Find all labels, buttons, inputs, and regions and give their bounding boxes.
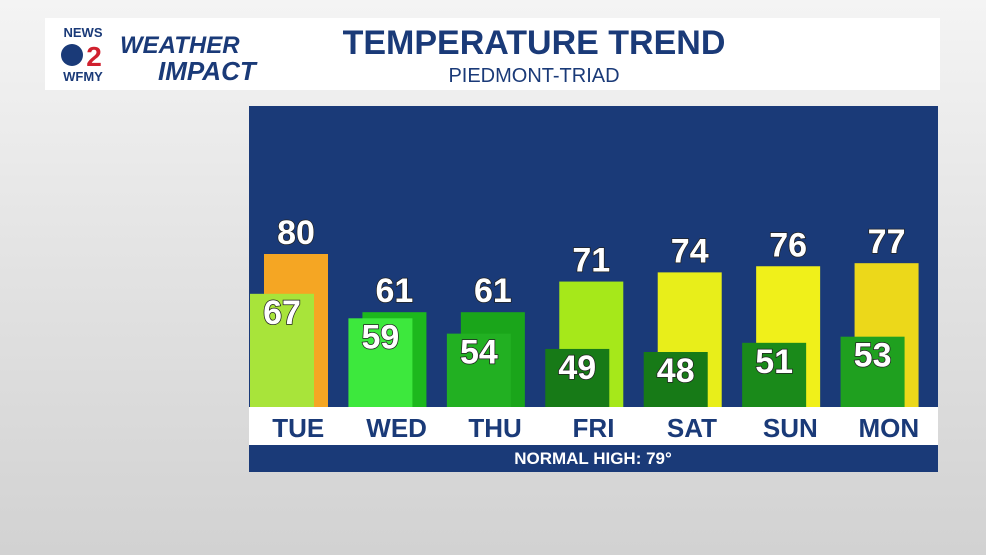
low-bar (840, 336, 905, 407)
x-tick-label: WED (366, 413, 427, 443)
x-tick-label: SAT (667, 413, 717, 443)
x-tick-label: TUE (272, 413, 324, 443)
normal-high: NORMAL HIGH: 79° (514, 449, 672, 468)
low-bar (250, 293, 314, 407)
chart-title: TEMPERATURE TREND (343, 24, 726, 62)
high-label: 74 (671, 232, 709, 270)
logo-news: NEWS (64, 25, 103, 40)
high-label: 61 (474, 272, 512, 310)
low-bar (348, 318, 413, 407)
high-label: 61 (376, 272, 414, 310)
x-tick-label: SUN (763, 413, 818, 443)
x-tick-label: THU (468, 413, 521, 443)
high-label: 77 (868, 223, 906, 261)
logo-impact: IMPACT (158, 56, 258, 86)
logo-station: WFMY (63, 69, 103, 84)
x-tick-label: FRI (573, 413, 615, 443)
low-bar (643, 352, 708, 407)
low-label: 51 (755, 343, 793, 381)
low-label: 49 (558, 349, 596, 387)
x-tick-label: MON (858, 413, 919, 443)
low-label: 67 (263, 294, 301, 332)
high-label: 76 (769, 226, 807, 264)
high-label: 80 (277, 214, 315, 252)
high-label: 71 (572, 242, 610, 280)
logo-weather: WEATHER (120, 32, 240, 59)
header-bar (45, 18, 940, 90)
logo-number: 2 (86, 41, 102, 72)
low-bar (545, 348, 610, 407)
low-label: 59 (362, 318, 400, 356)
low-bar (742, 342, 807, 407)
low-label: 54 (460, 334, 498, 372)
low-label: 53 (854, 337, 892, 375)
day-strip (249, 407, 938, 445)
low-label: 48 (657, 352, 695, 390)
chart-subtitle: PIEDMONT-TRIAD (448, 65, 619, 87)
low-bar (446, 333, 511, 407)
logo-eye (61, 44, 83, 66)
